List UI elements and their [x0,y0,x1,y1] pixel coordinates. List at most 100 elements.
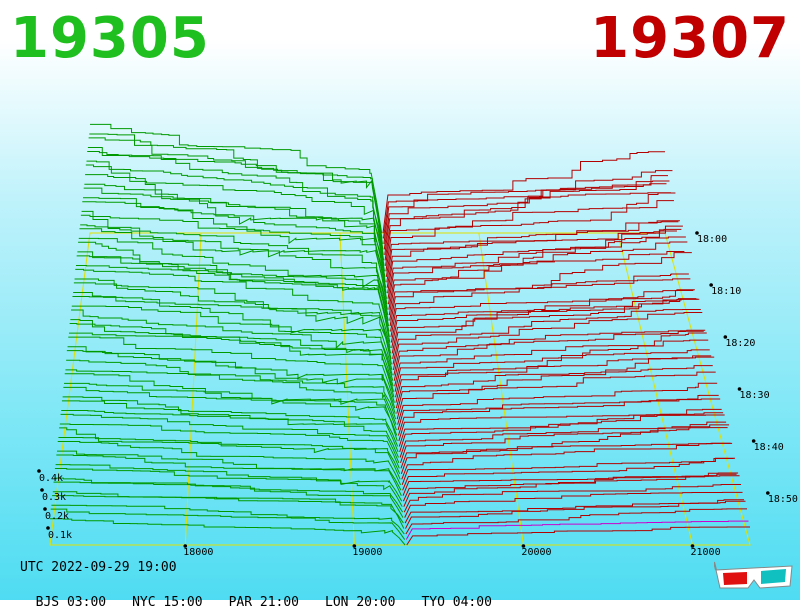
ask-depth-line [392,312,703,370]
ask-depth-line [405,500,746,529]
bid-depth-line [88,137,383,245]
ask-depth-line [389,273,689,321]
bid-depth-line [73,292,393,365]
time-tick-label: 18:50 [768,494,798,505]
time-tick-label: 18:00 [697,234,727,245]
ask-depth-line [389,278,691,327]
ask-depth-line [404,491,743,518]
time-tick-mark [723,335,728,339]
time-tick-mark [751,439,756,443]
bid-depth-line [52,495,405,529]
utc-time: UTC 2022-09-29 19:00 [20,560,177,575]
bid-depth-line [71,305,393,376]
ask-depth-line [403,475,740,507]
ask-depth-line [383,175,668,245]
ask-depth-line [397,382,718,425]
ask-depth-line [406,526,750,546]
bid-depth-line [50,518,406,546]
ask-depth-line [400,427,728,464]
timezone-list: BJS 03:00 NYC 15:00 PAR 21:00 LON 20:00 TYO … [20,580,518,610]
ask-depth-line [399,414,725,453]
ask-depth-line [391,298,697,349]
bid-depth-line [90,123,383,234]
bid-depth-line [58,437,401,480]
3d-glasses-icon[interactable] [714,560,794,594]
time-tick-mark [709,283,713,287]
bid-depth-line [68,336,395,403]
ask-depth-line [387,225,683,299]
timezone-nyc: NYC 15:00 [132,595,203,610]
ask-depth-line [392,298,700,359]
time-tick-label: 18:30 [740,390,770,401]
ask-depth-line [400,442,731,475]
price-tick-label: 18000 [183,547,213,558]
bid-depth-line [54,468,403,507]
time-tick-mark [695,231,699,235]
volume-tick-label: 0.3k [42,492,66,503]
ask-depth-line [402,472,739,502]
bid-depth-line [59,423,400,469]
ask-depth-line [402,457,736,491]
bid-depth-line [56,454,402,496]
bid-depth-line [68,332,395,398]
chart-axes: 18000 19000 20000 21000 0.1k 0.2k 0.3k 0.4k 18:0… [37,231,798,558]
price-tick-mark [690,544,695,548]
bid-depth-line [80,224,388,310]
bid-depth-line [71,309,394,381]
ask-depth-line [390,289,695,343]
ask-depth-line [399,421,727,458]
bid-depth-line [62,396,399,447]
bid-depth-line [81,210,388,299]
time-tick-label: 18:40 [754,442,784,453]
time-tick-mark [737,387,742,391]
bid-depth-line [89,133,383,239]
price-tick-label: 20000 [521,547,551,558]
bid-depth-line [85,174,386,272]
ask-depth-line [393,330,704,376]
bid-depth-line [83,187,386,283]
ask-depth-line [384,192,671,255]
ask-depth-line [405,508,748,535]
bid-depth-line [65,369,397,425]
bid-depth-line [72,295,393,370]
volume-tick-label: 0.4k [39,473,63,484]
bid-depth-line [79,228,389,316]
price-tick-mark [183,544,188,548]
ask-depth-line [395,355,712,403]
ask-depth-line [385,200,674,266]
ask-depth-line [394,332,707,387]
price-tick-label: 21000 [691,547,721,558]
bid-depth-line [85,164,385,266]
ask-depth-line [382,151,665,234]
price-tick-label: 19000 [352,547,382,558]
ask-depth-line [387,228,682,294]
bid-depth-line [82,201,387,294]
bid-depth-line [54,477,404,513]
depth-series [50,123,750,546]
bid-depth-line [64,373,397,431]
ask-depth-line [400,424,730,469]
bid-price: 19305 [10,6,210,71]
ask-depth-line [401,442,733,480]
bid-depth-line [75,264,391,343]
volume-tick-mark [40,488,44,492]
price-gridline [184,232,202,546]
ask-depth-line [382,183,667,239]
timezone-bjs: BJS 03:00 [35,595,107,610]
volume-tick-mark [43,507,47,511]
time-tick-label: 18:20 [725,338,755,349]
ask-depth-line [401,457,734,485]
ask-depth-line [390,290,694,338]
ask-depth-line [397,398,721,436]
bid-depth-line [64,382,398,436]
bid-depth-line [67,346,396,409]
bid-depth-line [80,214,388,305]
bid-depth-line [74,278,392,354]
ask-depth-line [393,329,706,381]
bid-depth-line [78,241,390,327]
ask-depth-line [398,412,724,447]
ask-depth-line [388,241,688,316]
ask-depth-line [395,349,710,398]
bid-depth-line [61,400,399,453]
